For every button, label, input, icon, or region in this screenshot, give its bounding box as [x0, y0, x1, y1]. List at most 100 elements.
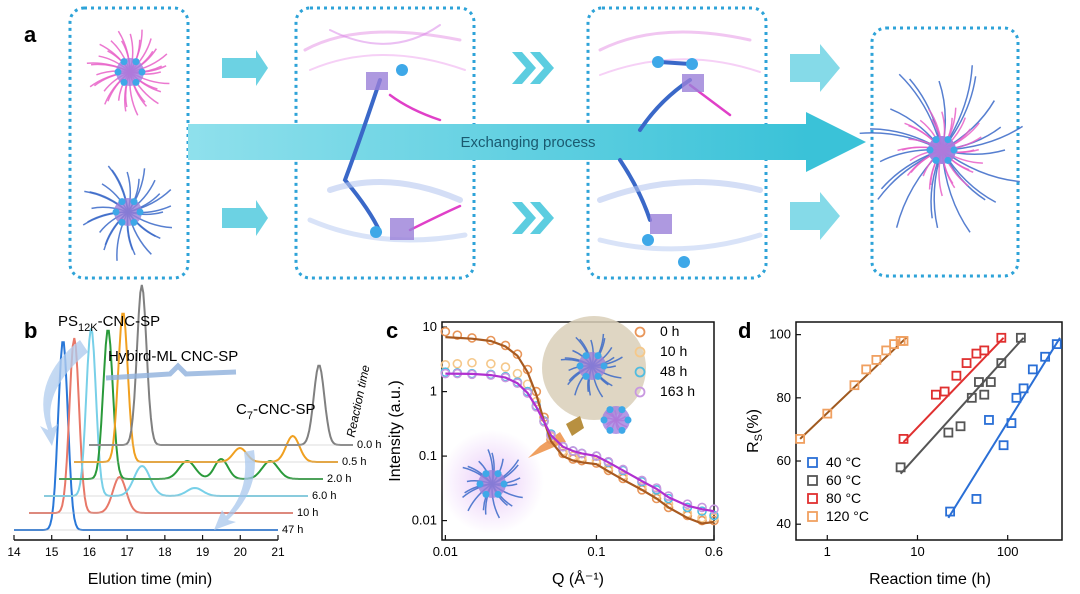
star-node	[618, 406, 626, 414]
panel-a-letter: a	[24, 22, 37, 47]
star-core	[478, 470, 506, 498]
legend-label: 40 °C	[826, 454, 861, 470]
star-node	[594, 352, 602, 360]
star-node	[112, 208, 120, 216]
x-tick-label: 16	[83, 545, 97, 559]
gpc-trace-label: 0.5 h	[342, 456, 366, 468]
data-point	[849, 380, 860, 391]
data-point	[795, 433, 806, 444]
data-point	[1011, 392, 1022, 403]
gpc-trace-label: 0.0 h	[357, 439, 381, 451]
star-node	[114, 68, 122, 76]
panel-b: b 47 h10 h6.0 h2.0 h0.5 h0.0 h 14 15 16 17 1…	[7, 284, 381, 588]
data-point	[955, 421, 966, 432]
data-point	[637, 475, 647, 486]
star-node	[476, 480, 484, 488]
data-point	[943, 427, 954, 438]
gpc-trace-label: 6.0 h	[312, 490, 336, 502]
inset-arrow	[528, 432, 566, 458]
x-tick-label: 17	[120, 545, 134, 559]
data-point	[861, 364, 872, 375]
x-tick-label: 0.1	[587, 544, 605, 559]
star-node	[944, 156, 952, 164]
data-point	[663, 491, 674, 501]
saxs-x-label: Q (Å⁻¹)	[552, 569, 604, 588]
star-node	[944, 136, 952, 144]
legend-label: 120 °C	[826, 508, 869, 524]
legend-label: 60 °C	[826, 472, 861, 488]
x-tick-label: 20	[234, 545, 248, 559]
rs-x-label: Reaction time (h)	[869, 571, 991, 588]
panel-d-letter: d	[738, 318, 751, 343]
gpc-trace	[89, 284, 353, 446]
box-final	[870, 26, 1020, 278]
data-point	[558, 441, 568, 452]
x-tick-label: 15	[45, 545, 59, 559]
legend-label: 80 °C	[826, 490, 861, 506]
exchange-arrow: Exchanging process	[188, 112, 866, 172]
label-hybrid: Hybird-ML CNC-SP	[108, 348, 238, 365]
data-point	[1051, 339, 1062, 350]
star-node	[926, 146, 934, 154]
y-tick-label: 0.01	[412, 513, 437, 528]
star-node	[132, 58, 140, 66]
x-tick-label: 0.01	[433, 544, 458, 559]
star-node	[618, 426, 626, 434]
star-node	[494, 470, 502, 478]
y-tick-label: 60	[777, 453, 791, 468]
x-tick-label: 19	[196, 545, 210, 559]
legend-label: 0 h	[660, 323, 679, 339]
gpc-traces: 47 h 10 h 6.0 h 2.0 h 0.5 h 0.0 h	[14, 284, 381, 536]
star-node	[132, 78, 140, 86]
data-point	[452, 330, 463, 340]
data-point	[881, 345, 892, 356]
star-node	[138, 68, 146, 76]
star-node	[950, 146, 958, 154]
gpc-depth-label: Reaction time	[344, 364, 373, 439]
data-point	[985, 377, 996, 387]
rs-plot: 1 10 100 40 60 80 100 40 °C 60 °C 80 °C 120 °C	[769, 327, 1062, 559]
data-point	[974, 377, 984, 387]
legend-label: 48 h	[660, 363, 687, 379]
data-point	[651, 483, 662, 493]
x-tick-label: 14	[7, 545, 21, 559]
hybrid-star-molecule	[859, 65, 1024, 233]
gpc-trace-label: 47 h	[282, 524, 303, 536]
data-point	[898, 336, 909, 346]
star-node	[130, 218, 138, 226]
data-point	[512, 378, 523, 388]
star-node	[494, 490, 502, 498]
star-node	[932, 136, 940, 144]
data-point	[951, 370, 962, 381]
curved-arrow-left	[40, 340, 88, 446]
star-node	[118, 198, 126, 206]
data-point	[984, 415, 994, 425]
data-point	[709, 515, 719, 526]
legend-marker	[634, 326, 646, 338]
data-point	[709, 504, 719, 515]
label-ps: PS12K-CNC-SP	[58, 313, 160, 334]
data-point	[871, 355, 882, 365]
pink-star-molecule	[86, 29, 170, 116]
fit-line	[947, 337, 1061, 519]
gpc-trace-label: 2.0 h	[327, 473, 351, 485]
label-c7: C7-CNC-SP	[236, 401, 315, 422]
zoom-stage-1	[303, 24, 468, 243]
star-node	[600, 362, 608, 370]
data-point	[603, 456, 614, 467]
legend-marker	[807, 493, 818, 504]
star-node	[576, 362, 584, 370]
blue-star-molecule	[82, 165, 173, 261]
hybrid-brace	[105, 362, 237, 381]
saxs-y-label: Intensity (a.u.)	[387, 380, 404, 481]
fit-line	[899, 337, 1025, 475]
star-node	[606, 426, 614, 434]
data-point	[1027, 364, 1038, 375]
saxs-plot: 0.01 0.1 0.6 10 1 0.1 0.01 0 h 10 h 48 h 163 h	[412, 319, 723, 559]
data-point	[467, 357, 477, 368]
data-point	[1006, 418, 1017, 429]
star-node	[606, 406, 614, 414]
data-point	[618, 464, 628, 475]
legend-label: 163 h	[660, 383, 695, 399]
star-node	[120, 78, 128, 86]
